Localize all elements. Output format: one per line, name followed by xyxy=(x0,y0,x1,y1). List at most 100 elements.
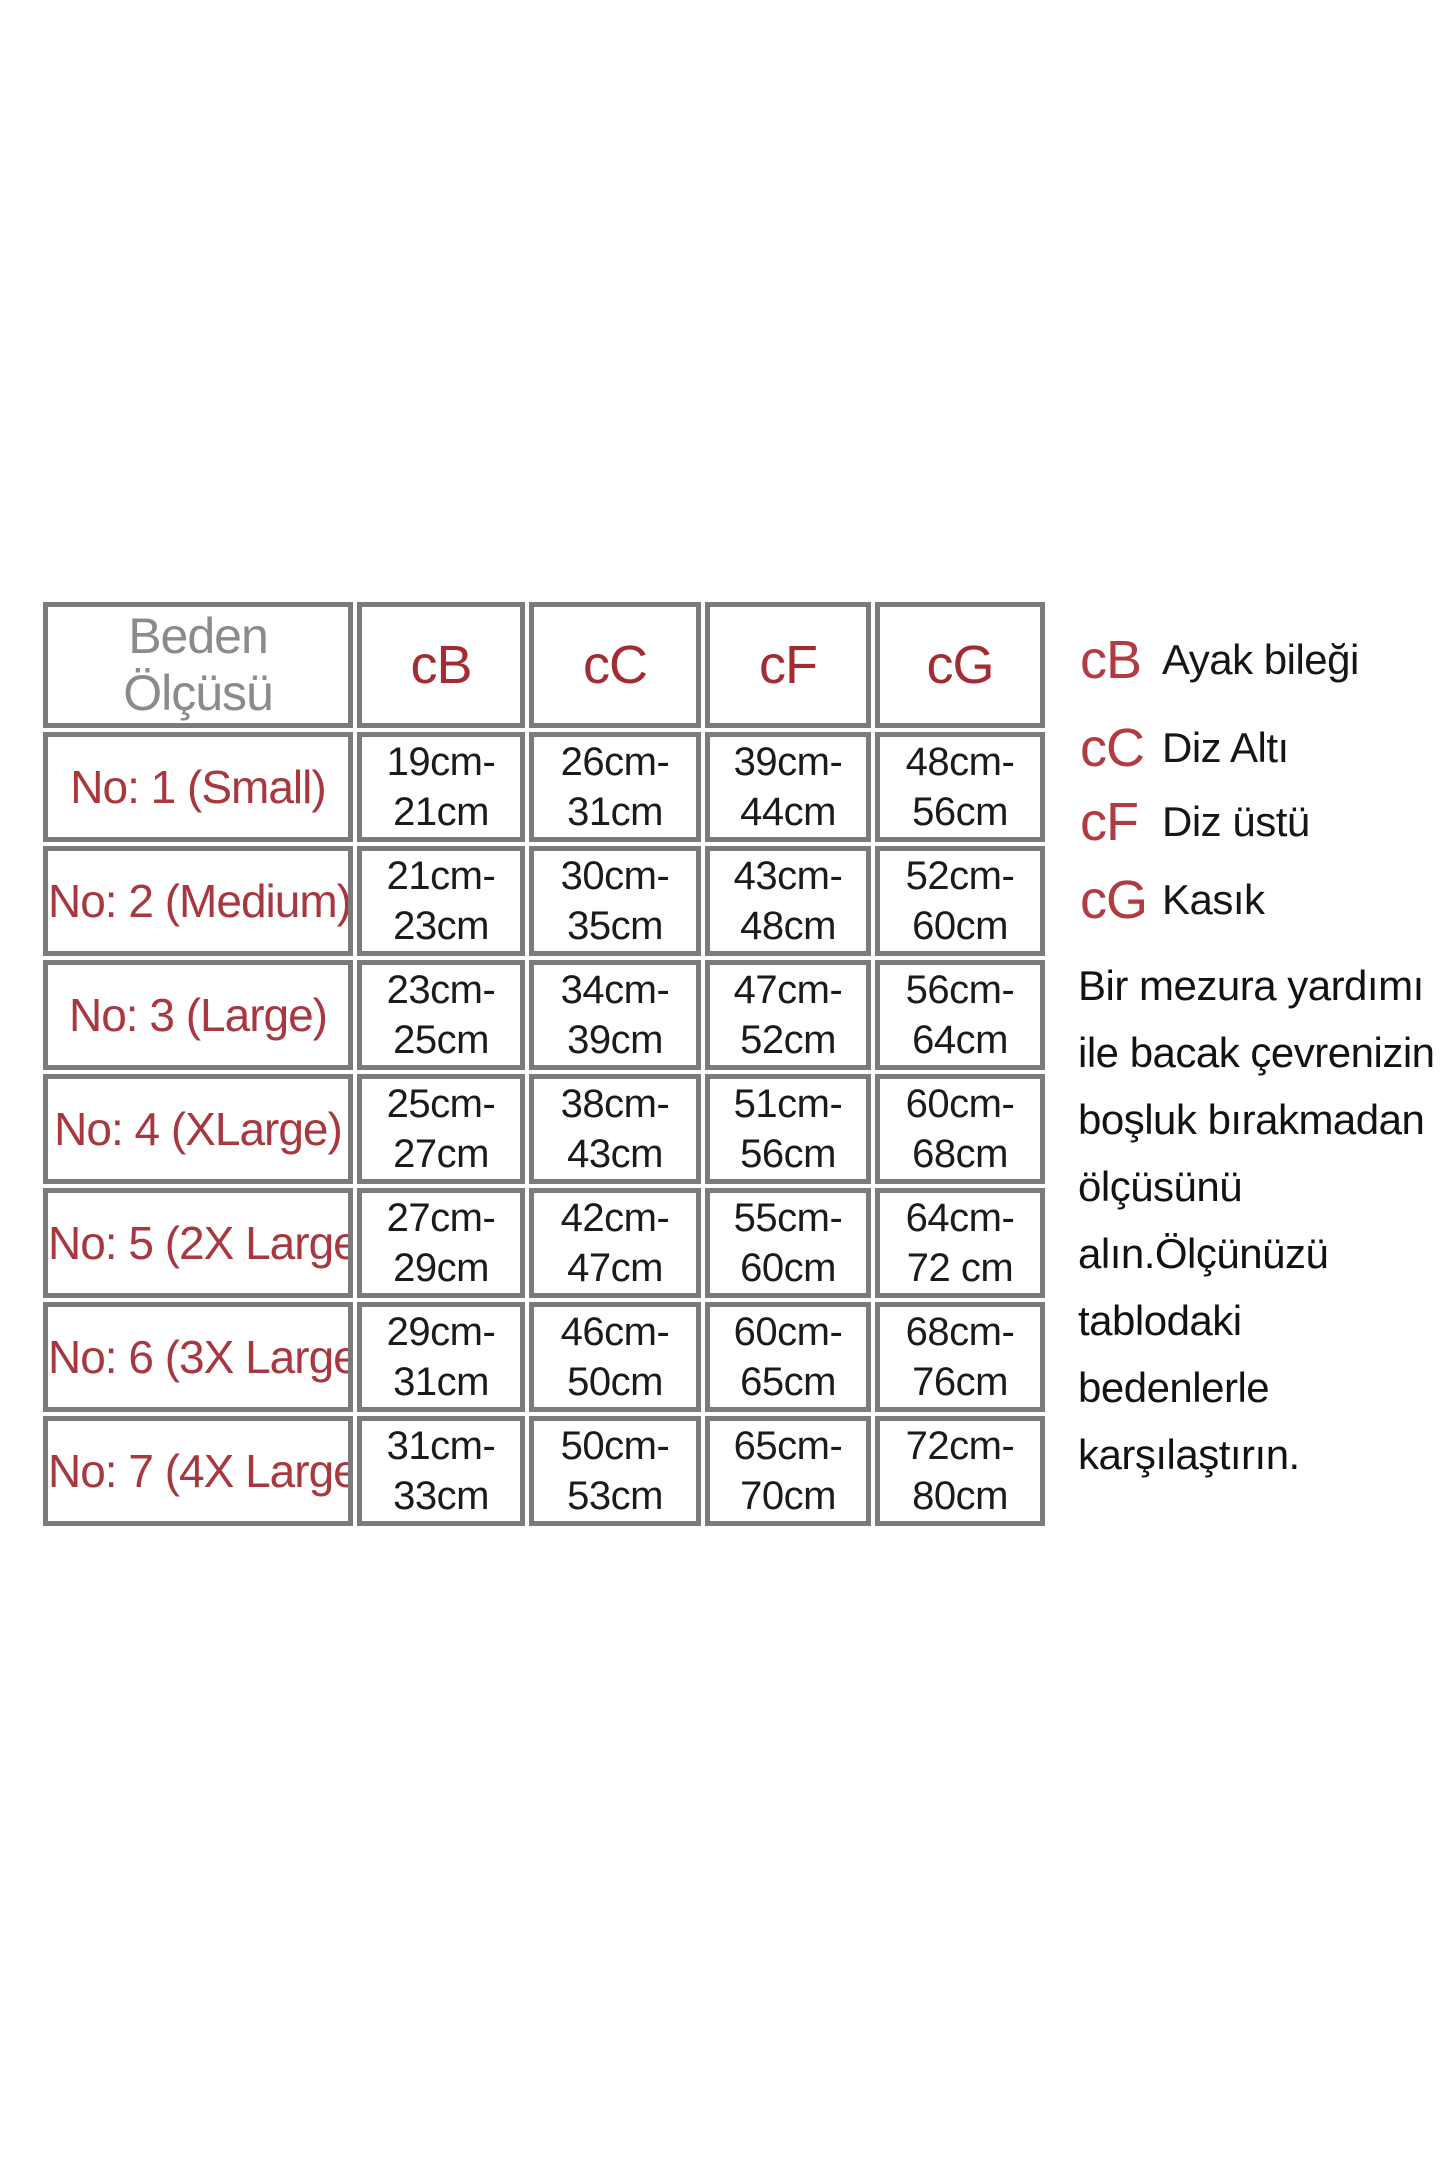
row-label-cell: No: 5 (2X Large) xyxy=(43,1188,353,1298)
value-cell: 23cm- 25cm xyxy=(357,960,525,1070)
value-line: 72cm- xyxy=(905,1424,1015,1468)
legend-label-cG: Kasık xyxy=(1162,876,1265,923)
value-cell: 19cm- 21cm xyxy=(357,732,525,842)
value-line: 65cm- xyxy=(733,1424,843,1468)
row-label: No: 6 (3X Large) xyxy=(48,1331,353,1383)
value-line: 47cm xyxy=(567,1246,663,1290)
row-label: No: 7 (4X Large) xyxy=(48,1445,353,1497)
note-line: karşılaştırın. xyxy=(1078,1431,1300,1478)
table-row-size3: No: 3 (Large) 23cm- 25cm 34cm- 39cm 47cm- 5… xyxy=(43,960,1045,1070)
value-line: 76cm xyxy=(912,1360,1008,1404)
value-line: 70cm xyxy=(740,1474,836,1518)
value-cell: 42cm- 47cm xyxy=(529,1188,701,1298)
value-cell: 72cm- 80cm xyxy=(875,1416,1045,1526)
corner-header-line2: Ölçüsü xyxy=(123,665,274,721)
note-line: boşluk bırakmadan xyxy=(1078,1096,1425,1143)
column-header-cF: cF xyxy=(705,602,871,728)
value-line: 56cm xyxy=(912,790,1008,834)
row-label: No: 4 (XLarge) xyxy=(54,1103,343,1155)
value-line: 30cm- xyxy=(560,854,670,898)
value-line: 80cm xyxy=(912,1474,1008,1518)
table-row-size1: No: 1 (Small) 19cm- 21cm 26cm- 31cm 39cm- 4… xyxy=(43,732,1045,842)
value-line: 39cm xyxy=(567,1018,663,1062)
value-line: 56cm- xyxy=(905,968,1015,1012)
value-line: 60cm- xyxy=(733,1310,843,1354)
measurement-instructions: Bir mezura yardımı ile bacak çevrenizin … xyxy=(1078,952,1440,1488)
legend-item-cB: cB Ayak bileği xyxy=(1080,624,1440,696)
value-cell: 39cm- 44cm xyxy=(705,732,871,842)
row-label-cell: No: 7 (4X Large) xyxy=(43,1416,353,1526)
value-cell: 47cm- 52cm xyxy=(705,960,871,1070)
value-line: 60cm xyxy=(912,904,1008,948)
value-cell: 48cm- 56cm xyxy=(875,732,1045,842)
legend-code-cF: cF xyxy=(1080,792,1139,852)
value-line: 72 cm xyxy=(906,1246,1014,1290)
note-line: bedenlerle xyxy=(1078,1364,1270,1411)
value-line: 52cm xyxy=(740,1018,836,1062)
value-line: 19cm- xyxy=(386,740,496,784)
legend-label-cF: Diz üstü xyxy=(1162,798,1310,845)
legend-label-cB: Ayak bileği xyxy=(1162,636,1359,683)
value-line: 68cm xyxy=(912,1132,1008,1176)
value-line: 48cm xyxy=(740,904,836,948)
value-cell: 68cm- 76cm xyxy=(875,1302,1045,1412)
note-line: ölçüsünü xyxy=(1078,1163,1243,1210)
value-line: 31cm- xyxy=(386,1424,496,1468)
value-line: 56cm xyxy=(740,1132,836,1176)
value-line: 25cm xyxy=(393,1018,489,1062)
value-cell: 30cm- 35cm xyxy=(529,846,701,956)
column-code-cC: cC xyxy=(583,635,648,695)
legend-item-cF: cF Diz üstü xyxy=(1080,786,1440,858)
value-line: 47cm- xyxy=(733,968,843,1012)
value-cell: 26cm- 31cm xyxy=(529,732,701,842)
value-cell: 60cm- 65cm xyxy=(705,1302,871,1412)
value-line: 60cm- xyxy=(905,1082,1015,1126)
legend-code-cG: cG xyxy=(1080,870,1148,930)
value-line: 64cm- xyxy=(905,1196,1015,1240)
value-cell: 56cm- 64cm xyxy=(875,960,1045,1070)
value-cell: 64cm- 72 cm xyxy=(875,1188,1045,1298)
value-cell: 51cm- 56cm xyxy=(705,1074,871,1184)
value-cell: 21cm- 23cm xyxy=(357,846,525,956)
column-header-cG: cG xyxy=(875,602,1045,728)
row-label: No: 3 (Large) xyxy=(68,989,328,1041)
row-label-cell: No: 2 (Medium) xyxy=(43,846,353,956)
legend-item-cG: cG Kasık xyxy=(1080,864,1440,936)
row-label-cell: No: 3 (Large) xyxy=(43,960,353,1070)
value-line: 51cm- xyxy=(733,1082,843,1126)
value-line: 25cm- xyxy=(386,1082,496,1126)
legend-label-cC: Diz Altı xyxy=(1162,724,1289,771)
table-header-row: Beden Ölçüsü cB cC cF cG xyxy=(43,602,1045,728)
value-line: 33cm xyxy=(393,1474,489,1518)
value-line: 65cm xyxy=(740,1360,836,1404)
value-line: 43cm xyxy=(567,1132,663,1176)
value-cell: 46cm- 50cm xyxy=(529,1302,701,1412)
value-cell: 60cm- 68cm xyxy=(875,1074,1045,1184)
corner-header-cell: Beden Ölçüsü xyxy=(43,602,353,728)
value-line: 21cm xyxy=(393,790,489,834)
value-line: 52cm- xyxy=(905,854,1015,898)
value-line: 23cm xyxy=(393,904,489,948)
row-label-cell: No: 4 (XLarge) xyxy=(43,1074,353,1184)
value-line: 60cm xyxy=(740,1246,836,1290)
column-header-cB: cB xyxy=(357,602,525,728)
value-line: 43cm- xyxy=(733,854,843,898)
value-line: 21cm- xyxy=(386,854,496,898)
value-line: 35cm xyxy=(567,904,663,948)
table-row-size7: No: 7 (4X Large) 31cm- 33cm 50cm- 53cm 65c… xyxy=(43,1416,1045,1526)
column-header-cC: cC xyxy=(529,602,701,728)
value-line: 64cm xyxy=(912,1018,1008,1062)
note-line: ile bacak çevrenizin xyxy=(1078,1029,1435,1076)
value-line: 50cm- xyxy=(560,1424,670,1468)
row-label: No: 2 (Medium) xyxy=(48,875,351,927)
table-row-size6: No: 6 (3X Large) 29cm- 31cm 46cm- 50cm 60c… xyxy=(43,1302,1045,1412)
value-cell: 34cm- 39cm xyxy=(529,960,701,1070)
value-line: 23cm- xyxy=(386,968,496,1012)
value-line: 29cm xyxy=(393,1246,489,1290)
value-line: 39cm- xyxy=(733,740,843,784)
value-line: 27cm xyxy=(393,1132,489,1176)
value-cell: 27cm- 29cm xyxy=(357,1188,525,1298)
corner-header-line1: Beden xyxy=(128,608,269,664)
legend-code-cC: cC xyxy=(1080,718,1145,778)
